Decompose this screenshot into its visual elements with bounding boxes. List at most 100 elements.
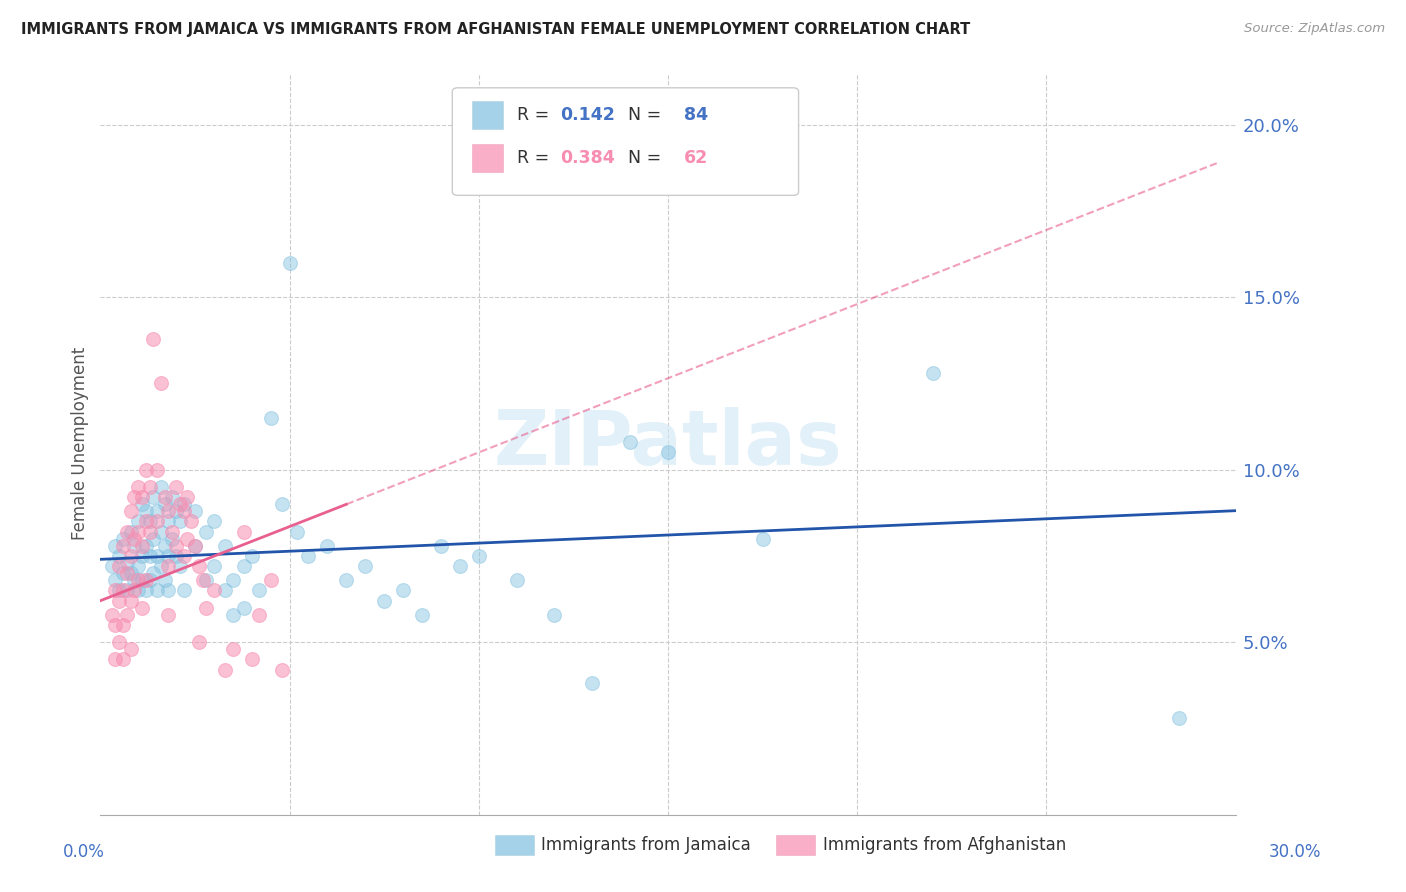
Text: IMMIGRANTS FROM JAMAICA VS IMMIGRANTS FROM AFGHANISTAN FEMALE UNEMPLOYMENT CORRE: IMMIGRANTS FROM JAMAICA VS IMMIGRANTS FR…	[21, 22, 970, 37]
Point	[127, 573, 149, 587]
Point	[138, 549, 160, 563]
Point	[112, 583, 135, 598]
Point	[165, 480, 187, 494]
Text: Immigrants from Afghanistan: Immigrants from Afghanistan	[823, 836, 1066, 854]
Point	[135, 573, 157, 587]
Point	[202, 559, 225, 574]
Point	[449, 559, 471, 574]
Point	[124, 573, 146, 587]
Point	[112, 532, 135, 546]
Point	[169, 559, 191, 574]
Point	[120, 593, 142, 607]
Point	[100, 559, 122, 574]
Text: 0.0%: 0.0%	[63, 843, 105, 861]
Point	[142, 332, 165, 346]
Text: R =: R =	[517, 106, 555, 124]
Point	[153, 573, 176, 587]
Point	[131, 573, 153, 587]
Point	[108, 559, 131, 574]
Point	[146, 515, 169, 529]
Point	[157, 607, 180, 622]
Point	[184, 504, 207, 518]
Point	[120, 642, 142, 657]
Point	[120, 566, 142, 581]
Point	[169, 515, 191, 529]
Point	[138, 573, 160, 587]
Point	[430, 539, 453, 553]
Point	[195, 524, 218, 539]
Point	[176, 532, 198, 546]
Point	[285, 524, 308, 539]
Text: N =: N =	[617, 106, 666, 124]
Point	[149, 559, 172, 574]
Point	[112, 618, 135, 632]
Text: R =: R =	[517, 149, 555, 168]
Point	[108, 635, 131, 649]
Point	[162, 524, 184, 539]
Point	[187, 559, 209, 574]
Point	[195, 573, 218, 587]
Point	[124, 532, 146, 546]
Point	[157, 583, 180, 598]
Point	[165, 504, 187, 518]
Point	[142, 532, 165, 546]
Text: Source: ZipAtlas.com: Source: ZipAtlas.com	[1244, 22, 1385, 36]
Point	[202, 583, 225, 598]
Text: Immigrants from Jamaica: Immigrants from Jamaica	[541, 836, 751, 854]
Point	[104, 652, 127, 666]
Point	[146, 549, 169, 563]
Point	[138, 480, 160, 494]
Point	[247, 607, 270, 622]
Point	[173, 504, 195, 518]
Point	[146, 583, 169, 598]
Point	[138, 515, 160, 529]
FancyBboxPatch shape	[471, 101, 503, 129]
Point	[162, 490, 184, 504]
Point	[187, 635, 209, 649]
Point	[222, 573, 245, 587]
Point	[124, 583, 146, 598]
Point	[233, 524, 256, 539]
Point	[195, 600, 218, 615]
Point	[240, 652, 263, 666]
Point	[259, 573, 281, 587]
Point	[131, 600, 153, 615]
FancyBboxPatch shape	[471, 145, 503, 172]
Text: 62: 62	[683, 149, 709, 168]
Point	[165, 539, 187, 553]
Point	[316, 539, 339, 553]
Point	[127, 559, 149, 574]
Point	[468, 549, 491, 563]
Point	[108, 583, 131, 598]
Point	[135, 583, 157, 598]
Point	[657, 445, 679, 459]
Point	[146, 504, 169, 518]
Text: 0.384: 0.384	[560, 149, 614, 168]
Point	[214, 663, 236, 677]
Point	[149, 376, 172, 391]
Point	[131, 539, 153, 553]
Point	[157, 504, 180, 518]
Point	[149, 480, 172, 494]
Point	[278, 255, 301, 269]
Point	[135, 515, 157, 529]
Point	[505, 573, 527, 587]
Point	[115, 607, 138, 622]
Point	[173, 549, 195, 563]
Point	[922, 366, 945, 380]
Point	[127, 524, 149, 539]
Point	[142, 490, 165, 504]
Point	[153, 539, 176, 553]
Point	[222, 607, 245, 622]
Point	[153, 490, 176, 504]
FancyBboxPatch shape	[776, 835, 815, 855]
Point	[127, 583, 149, 598]
Point	[135, 463, 157, 477]
Point	[392, 583, 415, 598]
Point	[146, 463, 169, 477]
Point	[173, 497, 195, 511]
Point	[214, 539, 236, 553]
Point	[271, 663, 294, 677]
Point	[162, 532, 184, 546]
Point	[115, 524, 138, 539]
